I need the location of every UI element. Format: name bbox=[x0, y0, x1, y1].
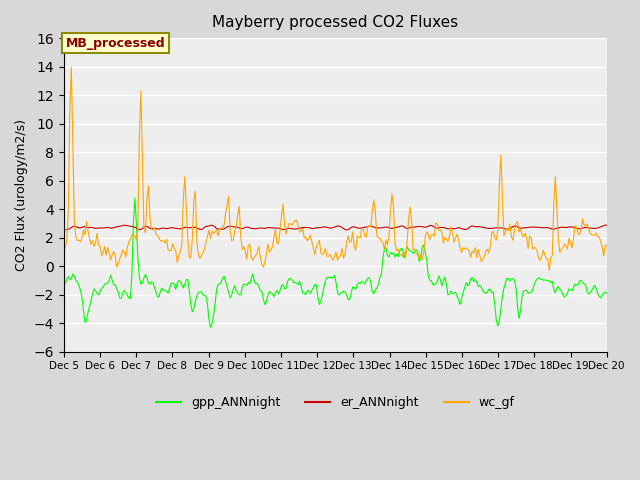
wc_gf bbox=[576, 232, 584, 238]
Text: MB_processed: MB_processed bbox=[65, 36, 165, 49]
wc_gf bbox=[241, 249, 249, 254]
gpp_ANNnight bbox=[225, 289, 232, 295]
er_ANNnight bbox=[127, 223, 134, 229]
er_ANNnight bbox=[603, 222, 611, 228]
gpp_ANNnight bbox=[60, 282, 68, 288]
gpp_ANNnight bbox=[603, 291, 611, 297]
Y-axis label: CO2 Flux (urology/m2/s): CO2 Flux (urology/m2/s) bbox=[15, 119, 28, 271]
Line: gpp_ANNnight: gpp_ANNnight bbox=[64, 198, 607, 327]
wc_gf bbox=[67, 64, 75, 70]
Title: Mayberry processed CO2 Fluxes: Mayberry processed CO2 Fluxes bbox=[212, 15, 458, 30]
wc_gf bbox=[223, 202, 231, 208]
gpp_ANNnight bbox=[252, 281, 260, 287]
Line: wc_gf: wc_gf bbox=[64, 67, 607, 270]
er_ANNnight bbox=[343, 227, 351, 233]
er_ANNnight bbox=[240, 225, 248, 231]
Legend: gpp_ANNnight, er_ANNnight, wc_gf: gpp_ANNnight, er_ANNnight, wc_gf bbox=[151, 391, 520, 414]
wc_gf bbox=[128, 232, 136, 238]
Line: er_ANNnight: er_ANNnight bbox=[64, 225, 607, 230]
er_ANNnight bbox=[222, 225, 230, 231]
er_ANNnight bbox=[249, 226, 257, 231]
wc_gf bbox=[603, 243, 611, 249]
gpp_ANNnight bbox=[243, 283, 251, 288]
gpp_ANNnight bbox=[131, 195, 139, 201]
gpp_ANNnight bbox=[300, 290, 308, 296]
wc_gf bbox=[250, 254, 258, 260]
er_ANNnight bbox=[298, 225, 305, 231]
gpp_ANNnight bbox=[207, 324, 214, 330]
er_ANNnight bbox=[574, 226, 582, 231]
gpp_ANNnight bbox=[127, 296, 134, 301]
wc_gf bbox=[545, 267, 553, 273]
wc_gf bbox=[299, 226, 307, 231]
wc_gf bbox=[60, 250, 68, 255]
gpp_ANNnight bbox=[576, 278, 584, 284]
er_ANNnight bbox=[60, 227, 68, 232]
